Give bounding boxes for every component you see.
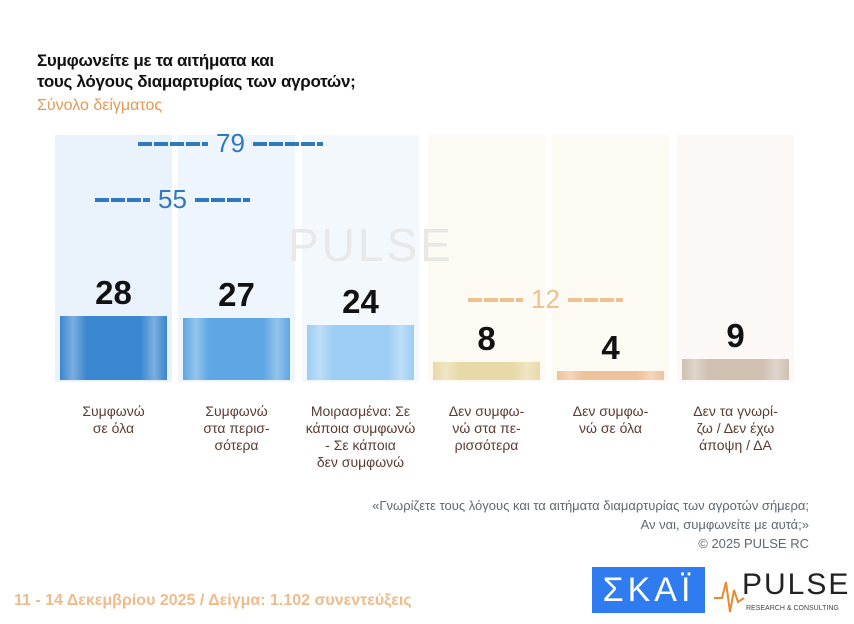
- sum-label: 55: [158, 184, 187, 214]
- value-label: 9: [726, 317, 745, 355]
- category-label: Δεν τα γνωρί-ζω / Δεν έχω άποψη / ΔΑ: [693, 403, 778, 453]
- bar: [60, 315, 167, 380]
- value-label: 24: [342, 282, 379, 320]
- category-label: Μοιρασμένα: Σε κάποια συμφωνώ - Σε κάποια δ…: [305, 403, 416, 470]
- copyright: © 2025 PULSE RC: [698, 536, 809, 551]
- bar: [183, 317, 290, 380]
- column-background: [302, 135, 419, 382]
- pulse-logo: PULSE RESEARCH & CONSULTING: [714, 568, 849, 613]
- column-background: [677, 135, 794, 382]
- value-label: 8: [477, 319, 496, 357]
- value-label: 4: [601, 328, 620, 366]
- title-line-1: Συμφωνείτε με τα αιτήματα και: [37, 51, 274, 70]
- note-line-2: Αν ναι, συμφωνείτε με αυτά;»: [640, 517, 809, 532]
- svg-text:PULSE: PULSE: [742, 568, 849, 601]
- bar: [557, 370, 664, 380]
- sum-bracket: 55: [95, 184, 250, 215]
- bar: [433, 361, 540, 380]
- value-label: 28: [95, 273, 132, 311]
- column-background: [552, 135, 669, 382]
- sum-label: 79: [216, 128, 245, 158]
- category-label: Δεν συμφω-νώ στα πε-ρισσότερα: [448, 403, 525, 453]
- sum-bracket: 79: [138, 128, 323, 159]
- value-label: 27: [218, 275, 255, 313]
- column-background: [55, 135, 172, 382]
- sum-label: 12: [531, 284, 560, 314]
- footer-date-sample: 11 - 14 Δεκεμβρίου 2025 / Δείγμα: 1.102 …: [14, 592, 412, 609]
- pulse-watermark: PULSE: [288, 219, 454, 271]
- skai-logo: ΣΚΑΪ: [592, 567, 705, 613]
- category-label: Δεν συμφω-νώ σε όλα: [572, 403, 649, 436]
- bar: [682, 359, 789, 380]
- category-label: Συμφωνώ σε όλα: [82, 403, 145, 436]
- category-label: Συμφωνώ στα περισ-σότερα: [203, 403, 270, 453]
- chart-title: Συμφωνείτε με τα αιτήματα και τους λόγους…: [37, 50, 356, 92]
- sum-bracket: 12: [468, 284, 623, 315]
- chart-subtitle: Σύνολο δείγματος: [37, 97, 163, 114]
- column-background: [178, 135, 295, 382]
- note-line-1: «Γνωρίζετε τους λόγους και τα αιτήματα δ…: [372, 498, 809, 513]
- bar: [307, 324, 414, 380]
- question-note: «Γνωρίζετε τους λόγους και τα αιτήματα δ…: [372, 496, 809, 553]
- svg-text:RESEARCH & CONSULTING: RESEARCH & CONSULTING: [746, 605, 839, 612]
- column-background: [428, 135, 545, 382]
- title-line-2: τους λόγους διαμαρτυρίας των αγροτών;: [37, 72, 356, 91]
